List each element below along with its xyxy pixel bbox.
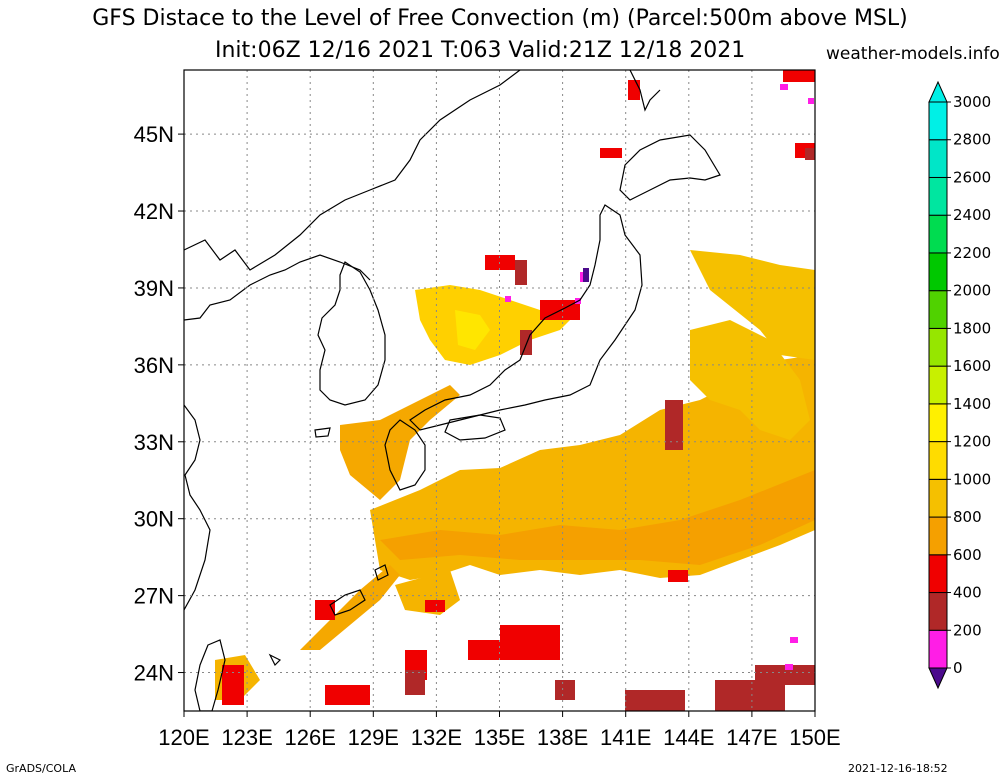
lat-tick-label: 39N xyxy=(134,276,174,301)
lat-tick-label: 30N xyxy=(134,507,174,532)
colorbar-segment xyxy=(928,214,948,254)
colorbar-label: 0 xyxy=(953,659,963,677)
colorbar: 0 200 400 600 800 1000 1200 1400 1600 1800 2000 220… xyxy=(928,80,991,690)
lon-tick-label: 132E xyxy=(411,725,462,750)
colorbar-segment xyxy=(928,290,948,329)
colorbar-segment xyxy=(928,252,948,292)
colorbar-segment xyxy=(928,629,948,669)
colorbar-label: 1200 xyxy=(953,433,991,451)
lon-tick-label: 141E xyxy=(600,725,651,750)
lon-tick-label: 129E xyxy=(348,725,399,750)
lon-tick-label: 147E xyxy=(726,725,777,750)
colorbar-label: 2000 xyxy=(953,282,991,300)
colorbar-segment xyxy=(928,139,948,178)
colorbar-segment xyxy=(928,516,948,556)
lon-tick-label: 144E xyxy=(663,725,714,750)
lat-tick-label: 42N xyxy=(134,199,174,224)
colorbar-label: 2200 xyxy=(953,244,991,262)
colorbar-label: 1800 xyxy=(953,319,991,337)
chart-title-line2: Init:06Z 12/16 2021 T:063 Valid:21Z 12/1… xyxy=(215,38,746,63)
colorbar-label: 2600 xyxy=(953,168,991,186)
colorbar-segment xyxy=(928,176,948,216)
lon-tick-label: 120E xyxy=(158,725,209,750)
lon-tick-label: 135E xyxy=(474,725,525,750)
colorbar-label: 1600 xyxy=(953,357,991,375)
lat-tick-label: 24N xyxy=(134,661,174,686)
colorbar-bottom-arrow xyxy=(928,667,948,690)
colorbar-label: 2400 xyxy=(953,206,991,224)
colorbar-segment xyxy=(928,478,948,518)
colorbar-segment xyxy=(928,327,948,367)
axis-labels: 120E 123E 126E 129E 132E 135E 138E 141E 144E 147E… xyxy=(134,122,841,750)
lat-tick-label: 45N xyxy=(134,122,174,147)
colorbar-label: 600 xyxy=(953,546,982,564)
colorbar-label: 2800 xyxy=(953,131,991,149)
colorbar-top-arrow xyxy=(928,80,948,103)
colorbar-segment xyxy=(928,101,948,141)
coastlines xyxy=(184,70,721,711)
colorbar-label: 200 xyxy=(953,621,982,639)
lon-tick-label: 123E xyxy=(221,725,272,750)
colorbar-label: 1000 xyxy=(953,470,991,488)
footer-right: 2021-12-16-18:52 xyxy=(848,762,948,775)
chart-title-line1: GFS Distace to the Level of Free Convect… xyxy=(92,6,908,31)
colorbar-segment xyxy=(928,441,948,480)
colorbar-label: 3000 xyxy=(953,93,991,111)
colorbar-segment xyxy=(928,403,948,443)
field-shading xyxy=(215,70,815,711)
lon-tick-label: 138E xyxy=(537,725,588,750)
colorbar-segment xyxy=(928,592,948,631)
colorbar-label: 1400 xyxy=(953,395,991,413)
lon-tick-label: 126E xyxy=(285,725,336,750)
colorbar-segment xyxy=(928,365,948,405)
lat-tick-label: 36N xyxy=(134,353,174,378)
colorbar-label: 400 xyxy=(953,584,982,602)
grid-lines xyxy=(184,70,815,711)
colorbar-segment xyxy=(928,554,948,594)
lat-tick-label: 27N xyxy=(134,584,174,609)
colorbar-label: 800 xyxy=(953,508,982,526)
footer-left: GrADS/COLA xyxy=(6,762,76,775)
lat-tick-label: 33N xyxy=(134,430,174,455)
lon-tick-label: 150E xyxy=(789,725,840,750)
site-label: weather-models.info xyxy=(826,44,1000,64)
